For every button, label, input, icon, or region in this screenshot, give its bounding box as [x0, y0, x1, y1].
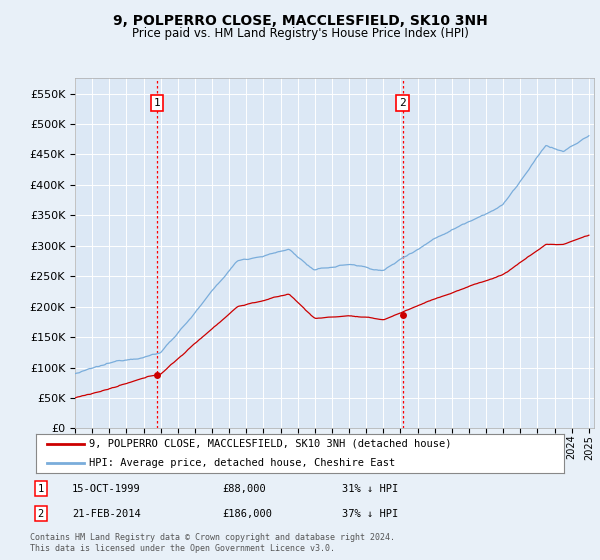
Text: 1: 1	[154, 98, 160, 108]
Text: HPI: Average price, detached house, Cheshire East: HPI: Average price, detached house, Ches…	[89, 459, 395, 468]
Text: £186,000: £186,000	[222, 508, 272, 519]
Text: 31% ↓ HPI: 31% ↓ HPI	[342, 484, 398, 494]
Text: 21-FEB-2014: 21-FEB-2014	[72, 508, 141, 519]
Text: £88,000: £88,000	[222, 484, 266, 494]
Text: 2: 2	[399, 98, 406, 108]
Text: 9, POLPERRO CLOSE, MACCLESFIELD, SK10 3NH: 9, POLPERRO CLOSE, MACCLESFIELD, SK10 3N…	[113, 14, 487, 28]
Text: 9, POLPERRO CLOSE, MACCLESFIELD, SK10 3NH (detached house): 9, POLPERRO CLOSE, MACCLESFIELD, SK10 3N…	[89, 439, 451, 449]
Text: 37% ↓ HPI: 37% ↓ HPI	[342, 508, 398, 519]
Text: 2: 2	[38, 508, 44, 519]
Text: 15-OCT-1999: 15-OCT-1999	[72, 484, 141, 494]
Text: Contains HM Land Registry data © Crown copyright and database right 2024.
This d: Contains HM Land Registry data © Crown c…	[30, 533, 395, 553]
Text: Price paid vs. HM Land Registry's House Price Index (HPI): Price paid vs. HM Land Registry's House …	[131, 27, 469, 40]
Text: 1: 1	[38, 484, 44, 494]
